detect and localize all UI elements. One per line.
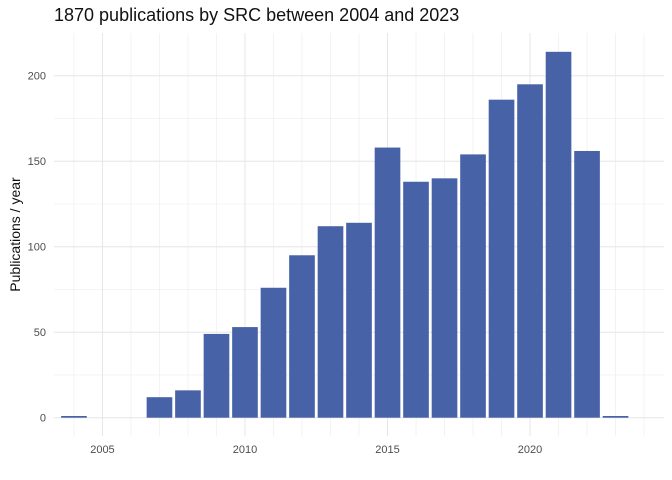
bar-2021 [545, 51, 572, 418]
bars [61, 51, 629, 418]
bar-2013 [317, 226, 344, 418]
bar-2011 [260, 287, 287, 418]
bar-2023 [602, 415, 629, 418]
x-axis-tick-labels: 2005 2010 2015 2020 [90, 444, 542, 456]
y-tick-label: 0 [40, 413, 46, 425]
y-axis-title: Publications / year [7, 177, 23, 292]
bar-2004 [61, 415, 87, 418]
bar-2014 [346, 222, 372, 418]
bar-2012 [289, 255, 315, 418]
bar-2015 [374, 147, 401, 418]
bar-2007 [146, 397, 173, 418]
chart-title: 1870 publications by SRC between 2004 an… [54, 5, 460, 25]
x-tick-label: 2005 [90, 444, 114, 456]
y-tick-label: 100 [28, 242, 46, 254]
bar-2019 [488, 99, 515, 418]
bar-2017 [431, 178, 458, 418]
bar-2016 [403, 181, 429, 418]
bar-2010 [232, 327, 258, 418]
y-tick-label: 150 [28, 156, 46, 168]
x-tick-label: 2015 [375, 444, 399, 456]
bar-2020 [517, 84, 543, 418]
y-axis-tick-labels: 0 50 100 150 200 [28, 71, 46, 425]
bar-2008 [175, 390, 201, 418]
y-tick-label: 50 [34, 327, 46, 339]
x-tick-label: 2010 [233, 444, 257, 456]
y-tick-label: 200 [28, 71, 46, 83]
bar-2009 [203, 333, 230, 418]
bar-2022 [574, 150, 600, 418]
bar-2018 [460, 154, 486, 418]
x-tick-label: 2020 [518, 444, 542, 456]
